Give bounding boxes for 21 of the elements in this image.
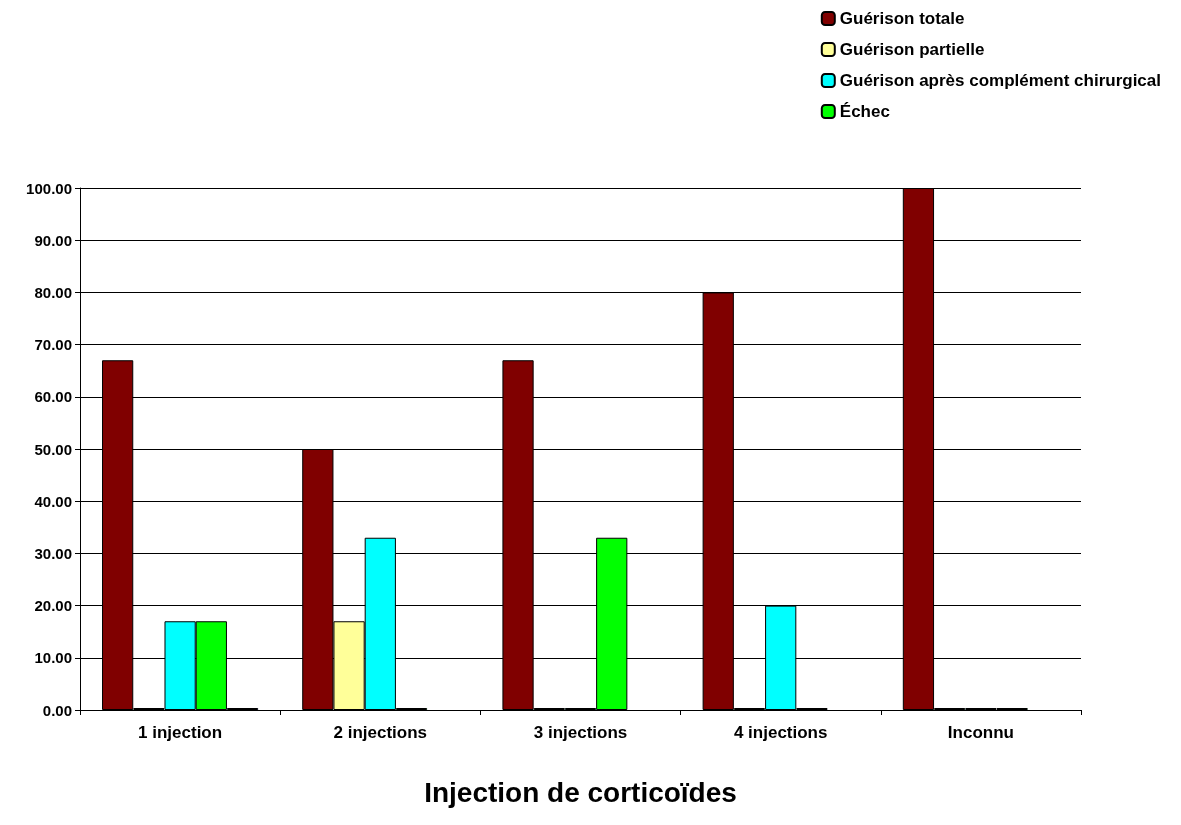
y-tick-label: 20.00: [34, 597, 72, 615]
y-tick-label: 90.00: [34, 231, 72, 249]
y-tick-label: 60.00: [34, 388, 72, 406]
y-tick-label: 40.00: [34, 492, 72, 510]
y-tick-label: 70.00: [34, 336, 72, 354]
legend-label: Guérison après complément chirurgical: [839, 71, 1162, 90]
legend-label: Échec: [839, 102, 890, 121]
y-tick-label: 0.00: [42, 701, 72, 719]
y-tick-label: 10.00: [34, 649, 72, 667]
legend-label: Guérison totale: [839, 9, 965, 28]
x-tick-label: Inconnu: [947, 723, 1014, 742]
x-tick-label: 1 injection: [138, 723, 223, 742]
x-tick-label: 2 injections: [333, 723, 428, 742]
y-tick-label: 80.00: [34, 283, 72, 301]
x-axis-title: Injection de corticoïdes: [424, 776, 737, 808]
x-tick-label: 4 injections: [733, 723, 828, 742]
y-tick-label: 30.00: [34, 544, 72, 562]
y-tick-label: 50.00: [34, 440, 72, 458]
legend-label: Guérison partielle: [839, 40, 985, 59]
x-tick-label: 3 injections: [533, 723, 628, 742]
y-tick-label: 100.00: [26, 179, 72, 197]
